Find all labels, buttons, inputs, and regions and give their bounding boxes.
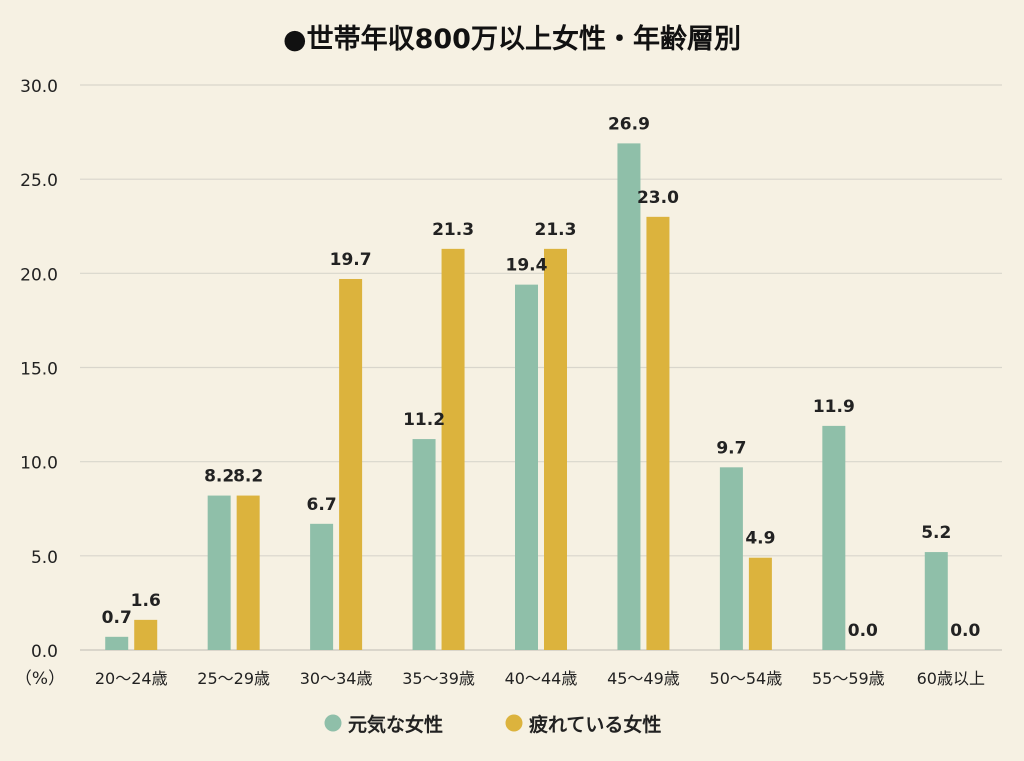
bar	[617, 143, 641, 650]
y-tick-label: 25.0	[20, 171, 58, 191]
bar	[207, 495, 231, 650]
data-label: 0.0	[848, 621, 878, 641]
bar	[236, 495, 260, 650]
bar	[822, 425, 846, 650]
bar	[544, 248, 567, 650]
data-label: 21.3	[535, 220, 577, 240]
data-label: 19.7	[330, 250, 372, 270]
data-label: 26.9	[608, 114, 650, 134]
bar	[105, 636, 129, 650]
y-axis-ticks: 0.0 5.0 10.0 15.0 20.0 25.0 30.0	[20, 77, 58, 662]
data-label: 0.7	[102, 608, 132, 628]
data-label: 11.9	[813, 397, 855, 417]
bar	[134, 619, 158, 650]
legend-swatch	[324, 714, 342, 732]
data-label: 1.6	[131, 591, 161, 611]
data-label: 4.9	[745, 529, 775, 549]
y-tick-label: 0.0	[31, 642, 58, 662]
bar	[515, 284, 538, 650]
bar	[646, 216, 670, 651]
legend: 元気な女性 疲れている女性	[324, 713, 661, 736]
data-label: 8.2	[204, 467, 234, 487]
x-tick-label: 40～44歳	[505, 669, 578, 688]
x-tick-label: 35～39歳	[402, 669, 475, 688]
y-tick-label: 15.0	[20, 360, 58, 380]
x-tick-label: 20～24歳	[95, 669, 168, 688]
data-label: 9.7	[716, 438, 746, 458]
bar	[748, 557, 772, 650]
data-label: 11.2	[403, 410, 445, 430]
x-tick-label: 55～59歳	[812, 669, 885, 688]
data-label: 23.0	[637, 188, 679, 208]
data-label: 21.3	[432, 220, 474, 240]
x-tick-label: 30～34歳	[300, 669, 373, 688]
x-axis-ticks: 20～24歳 25～29歳 30～34歳 35～39歳 40～44歳 45～49歳 50～5…	[95, 669, 985, 688]
x-tick-label: 45～49歳	[607, 669, 680, 688]
y-tick-label: 10.0	[20, 454, 58, 474]
legend-item: 元気な女性	[324, 713, 443, 736]
data-label: 6.7	[307, 495, 337, 515]
bar	[924, 552, 948, 650]
legend-label: 元気な女性	[348, 713, 443, 736]
bar	[339, 278, 363, 650]
gridlines	[80, 84, 1002, 651]
x-tick-label: 50～54歳	[710, 669, 783, 688]
y-tick-label: 20.0	[20, 265, 58, 285]
x-tick-label: 60歳以上	[917, 669, 985, 688]
x-tick-label: 25～29歳	[197, 669, 270, 688]
bars	[105, 143, 948, 651]
legend-label: 疲れている女性	[529, 713, 661, 736]
data-label: 8.2	[233, 467, 263, 487]
data-label: 19.4	[506, 256, 548, 276]
legend-item: 疲れている女性	[505, 713, 661, 736]
data-label: 0.0	[950, 621, 980, 641]
data-label: 5.2	[921, 523, 951, 543]
chart-title: ●世帯年収800万以上女性・年齢層別	[283, 23, 741, 55]
bar	[719, 467, 743, 650]
y-tick-label: 5.0	[31, 548, 58, 568]
legend-swatch	[505, 714, 523, 732]
y-axis-unit-label: （%）	[15, 669, 65, 689]
y-tick-label: 30.0	[20, 77, 58, 97]
bar	[310, 523, 334, 650]
data-labels: 0.71.6 8.28.2 6.7 19.7 11.2 21.3 19.4 21.3 26.9 2…	[102, 114, 981, 641]
bar	[412, 439, 436, 650]
bar	[441, 248, 465, 650]
